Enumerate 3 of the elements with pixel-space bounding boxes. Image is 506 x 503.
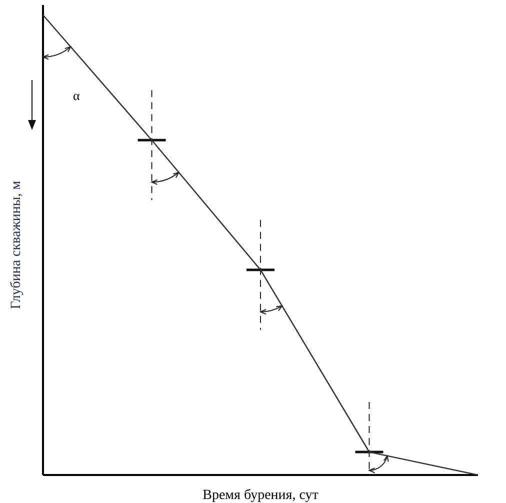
y-axis-title: Глубина скважины, м bbox=[9, 180, 24, 310]
annotation: α bbox=[73, 88, 80, 103]
x-axis-title: Время бурения, сут bbox=[202, 488, 318, 503]
